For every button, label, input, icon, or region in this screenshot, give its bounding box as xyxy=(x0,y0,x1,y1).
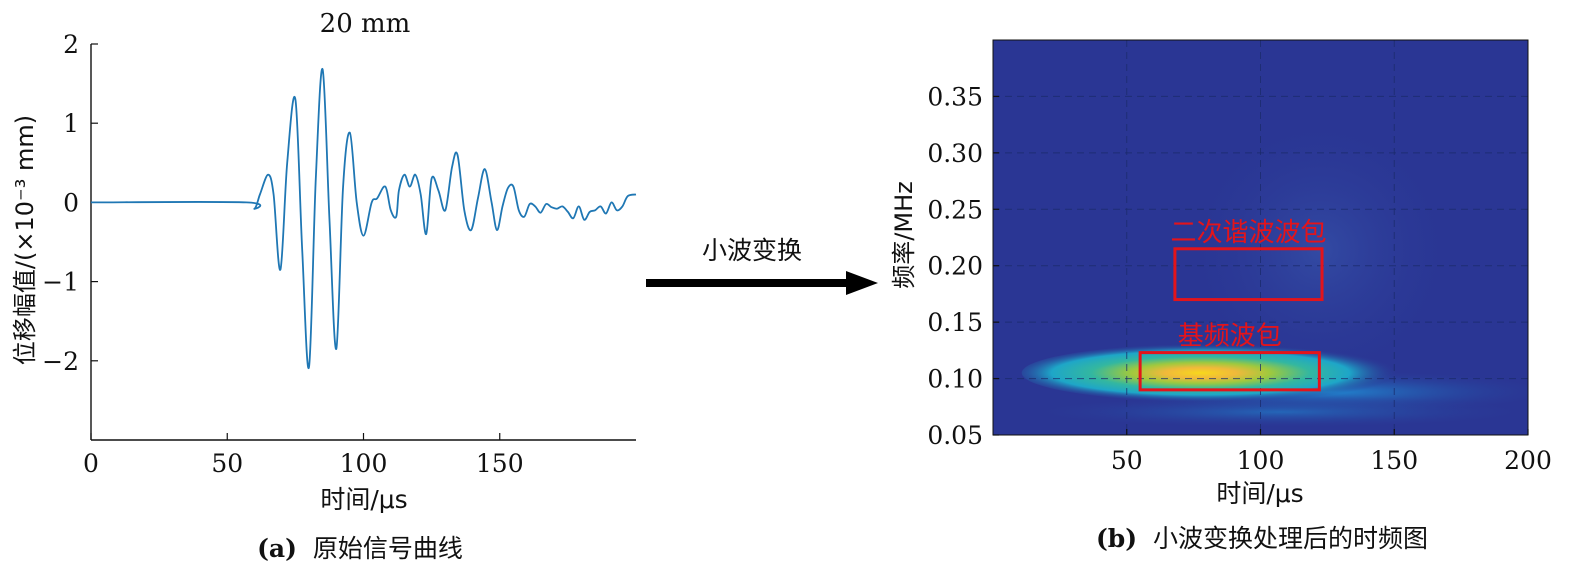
annotation-box-2 xyxy=(1138,351,1321,392)
panel-b-x-ticks: 50 100 150 200 xyxy=(1111,429,1552,475)
annotation-box-1 xyxy=(1173,247,1324,302)
panel-b-y-tick-label: 0.20 xyxy=(927,252,983,281)
arrow-label: 小波变换 xyxy=(702,236,802,265)
panel-a-x-tick-label: 0 xyxy=(83,449,99,478)
panel-b-time-frequency-map: 50 100 150 200 0.35 0.30 0.25 0.20 0.15 0.10 0.05… xyxy=(890,39,1552,553)
panel-b-x-tick-label: 50 xyxy=(1111,446,1143,475)
panel-a-x-tick-label: 50 xyxy=(211,449,243,478)
panel-a-y-tick-label: 1 xyxy=(63,109,79,138)
panel-a-caption: (a) 原始信号曲线 xyxy=(257,534,463,563)
heatmap-grid xyxy=(993,40,1528,435)
panel-a-y-label: 位移幅值/(×10⁻³ mm) xyxy=(11,115,39,365)
panel-a-y-tick-label: −1 xyxy=(42,268,79,297)
panel-a-signal-line xyxy=(90,68,637,370)
panel-a-title: 20 mm xyxy=(320,9,411,39)
panel-a-x-tick-label: 150 xyxy=(476,449,524,478)
panel-b-y-tick-label: 0.30 xyxy=(927,139,983,168)
panel-a-x-label: 时间/μs xyxy=(320,485,407,514)
panel-b-y-tick-label: 0.25 xyxy=(927,195,983,224)
panel-a-x-tick-label: 100 xyxy=(340,449,388,478)
panel-b-y-tick-label: 0.15 xyxy=(927,308,983,337)
panel-b-caption-label: (b) xyxy=(1096,524,1137,553)
panel-b-x-tick-label: 150 xyxy=(1370,446,1418,475)
transform-arrow: 小波变换 xyxy=(646,236,878,295)
heatmap-lower-band xyxy=(1020,396,1528,428)
panel-a-signal-plot: 20 mm 0 50 100 150 2 1 0 −1 −2 时间/μs 位移幅值/(×10⁻… xyxy=(11,9,637,563)
panel-b-y-tick-label: 0.05 xyxy=(927,421,983,450)
panel-b-caption-text: 小波变换处理后的时频图 xyxy=(1153,524,1428,553)
panel-a-caption-label: (a) xyxy=(257,534,297,563)
panel-b-y-tick-label: 0.35 xyxy=(927,82,983,111)
panel-b-y-tick-label: 0.10 xyxy=(927,365,983,394)
panel-a-caption-text: 原始信号曲线 xyxy=(313,534,463,563)
panel-a-y-tick-label: 2 xyxy=(63,30,79,59)
panel-b-caption: (b) 小波变换处理后的时频图 xyxy=(1096,524,1428,553)
arrow-head xyxy=(846,271,878,295)
annotation-label-1: 二次谐波波包 xyxy=(1170,218,1326,248)
panel-b-y-ticks: 0.35 0.30 0.25 0.20 0.15 0.10 0.05 xyxy=(927,82,999,450)
panel-a-y-ticks: 2 1 0 −1 −2 xyxy=(42,30,98,376)
panel-b-y-label: 频率/MHz xyxy=(890,181,918,288)
annotation-label-2: 基频波包 xyxy=(1178,322,1282,352)
panel-b-x-label: 时间/μs xyxy=(1216,479,1303,508)
panel-a-y-tick-label: 0 xyxy=(63,188,79,217)
panel-a-x-ticks: 0 50 100 150 xyxy=(83,433,524,478)
panel-a-y-tick-label: −2 xyxy=(42,347,79,376)
panel-b-x-tick-label: 100 xyxy=(1237,446,1285,475)
panel-b-x-tick-label: 200 xyxy=(1504,446,1552,475)
